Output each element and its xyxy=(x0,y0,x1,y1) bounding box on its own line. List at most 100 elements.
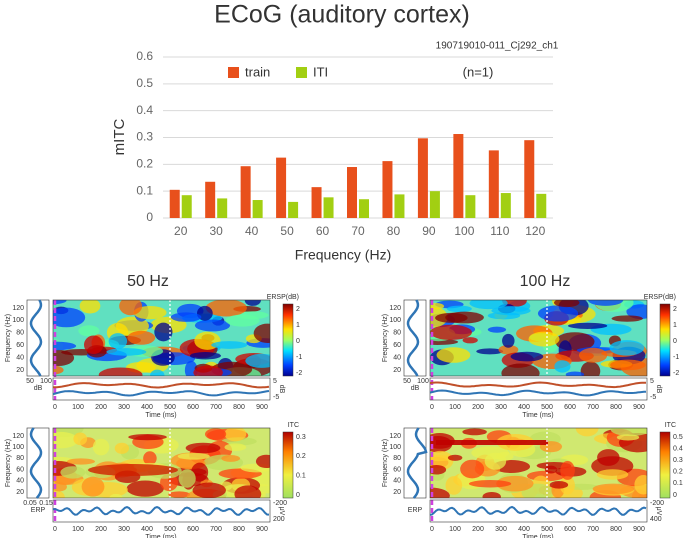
heatmap-blob xyxy=(575,428,599,437)
time-tick-label: 0 xyxy=(53,404,57,411)
time-tick-label: 800 xyxy=(233,404,245,411)
trace-lower xyxy=(429,389,647,397)
freq-tick-label: 120 xyxy=(389,433,401,440)
colorbar-tick-label: 1 xyxy=(673,322,677,329)
heatmap-frame xyxy=(52,427,271,499)
colorbar-tick-label: -2 xyxy=(673,370,679,377)
time-tick-label: 400 xyxy=(518,526,530,533)
heatmap-blob xyxy=(567,322,608,329)
trace-tick-label: 400 xyxy=(650,516,662,523)
heatmap-blob xyxy=(611,315,643,322)
heatmap-blob xyxy=(430,455,454,462)
bar xyxy=(288,201,299,218)
x-tick-label: 90 xyxy=(422,224,436,238)
colorbar xyxy=(282,303,294,377)
trace-tick-label: -5 xyxy=(650,394,656,401)
x-tick-label: 60 xyxy=(316,224,330,238)
heatmap-blob xyxy=(537,305,579,322)
heatmap-blob xyxy=(510,351,544,362)
colorbar-tick-label: -1 xyxy=(296,354,302,361)
heatmap-frame xyxy=(429,299,648,377)
bar xyxy=(524,140,535,218)
heatmap-blob xyxy=(60,466,86,479)
trace-unit: μV xyxy=(278,507,285,516)
heatmap-blob xyxy=(616,434,640,441)
colorbar-tick-label: 0 xyxy=(673,492,677,499)
time-axis-label: Time (ms) xyxy=(522,534,553,538)
heatmap xyxy=(53,428,270,498)
heatmap-blob xyxy=(482,491,501,498)
heatmap-blob xyxy=(609,340,645,356)
time-tick-label: 300 xyxy=(495,404,507,411)
heatmap-blob xyxy=(211,341,248,349)
heatmap-blob xyxy=(528,331,560,347)
heatmap-blob xyxy=(634,474,647,495)
freq-tick-label: 100 xyxy=(12,317,24,324)
bar xyxy=(417,138,428,218)
bar xyxy=(488,150,499,218)
colorbar-tick-label: 0.2 xyxy=(673,469,683,476)
trace-tick-label: -200 xyxy=(273,500,287,507)
freq-tick-label: 80 xyxy=(16,455,24,462)
bar xyxy=(323,197,334,218)
heatmap-blob xyxy=(476,348,504,355)
bar xyxy=(453,134,464,218)
freq-tick-label: 120 xyxy=(389,305,401,312)
side-profile xyxy=(29,299,43,377)
freq-tick-label: 60 xyxy=(16,466,24,473)
colorbar xyxy=(282,431,294,499)
heatmap xyxy=(430,428,647,498)
x-axis-label: Frequency (Hz) xyxy=(295,247,391,263)
trace-tick-label: -200 xyxy=(650,500,664,507)
panel-title: 100 Hz xyxy=(520,273,571,290)
heatmap-blob xyxy=(53,341,77,351)
freq-axis-label: Frequency (Hz) xyxy=(5,314,12,362)
colorbar-tick-label: 0.4 xyxy=(673,445,683,452)
panel-title: 50 Hz xyxy=(127,273,169,290)
heatmap-blob xyxy=(168,491,191,498)
heatmap-blob xyxy=(447,454,463,461)
heatmap-blob xyxy=(177,452,210,460)
time-tick-label: 700 xyxy=(587,526,599,533)
side-profile xyxy=(406,299,420,377)
time-tick-label: 900 xyxy=(256,526,268,533)
heatmap-blob xyxy=(496,475,534,492)
colorbar-tick-label: 2 xyxy=(296,306,300,313)
time-tick-label: 300 xyxy=(495,526,507,533)
time-axis-label: Time (ms) xyxy=(145,412,176,419)
heatmap-blob xyxy=(221,454,241,462)
heatmap-blob xyxy=(430,464,447,475)
bar xyxy=(252,200,263,218)
bar xyxy=(394,194,405,218)
heatmap-blob xyxy=(194,319,231,332)
time-tick-label: 500 xyxy=(541,404,553,411)
trace-tick-label: 5 xyxy=(273,378,277,385)
bar xyxy=(181,195,192,218)
x-tick-label: 30 xyxy=(210,224,224,238)
heatmap-blob xyxy=(501,363,540,376)
x-tick-label: 120 xyxy=(525,224,545,238)
heatmap xyxy=(430,300,647,376)
trace-frame xyxy=(429,499,648,523)
freq-tick-label: 40 xyxy=(16,354,24,361)
y-tick-label: 0.2 xyxy=(136,157,153,171)
y-tick-label: 0.1 xyxy=(136,183,153,197)
heatmap-blob xyxy=(430,324,472,340)
colorbar-tick-label: -2 xyxy=(296,370,302,377)
x-tick-label: 100 xyxy=(454,224,474,238)
freq-tick-label: 120 xyxy=(12,433,24,440)
freq-axis-label: Frequency (Hz) xyxy=(5,439,12,487)
bar xyxy=(429,191,440,218)
heatmap-blob xyxy=(487,326,507,333)
legend-label: ITI xyxy=(313,64,328,79)
side-unit: dB xyxy=(411,385,420,392)
heatmap-blob xyxy=(79,300,101,314)
freq-tick-label: 20 xyxy=(393,367,401,374)
bar xyxy=(500,193,511,218)
heatmap-blob xyxy=(78,325,100,337)
freq-tick-label: 80 xyxy=(16,330,24,337)
colorbar-tick-label: 0.3 xyxy=(296,434,306,441)
x-tick-label: 70 xyxy=(351,224,365,238)
heatmap-blob xyxy=(245,353,270,368)
time-tick-label: 700 xyxy=(587,404,599,411)
